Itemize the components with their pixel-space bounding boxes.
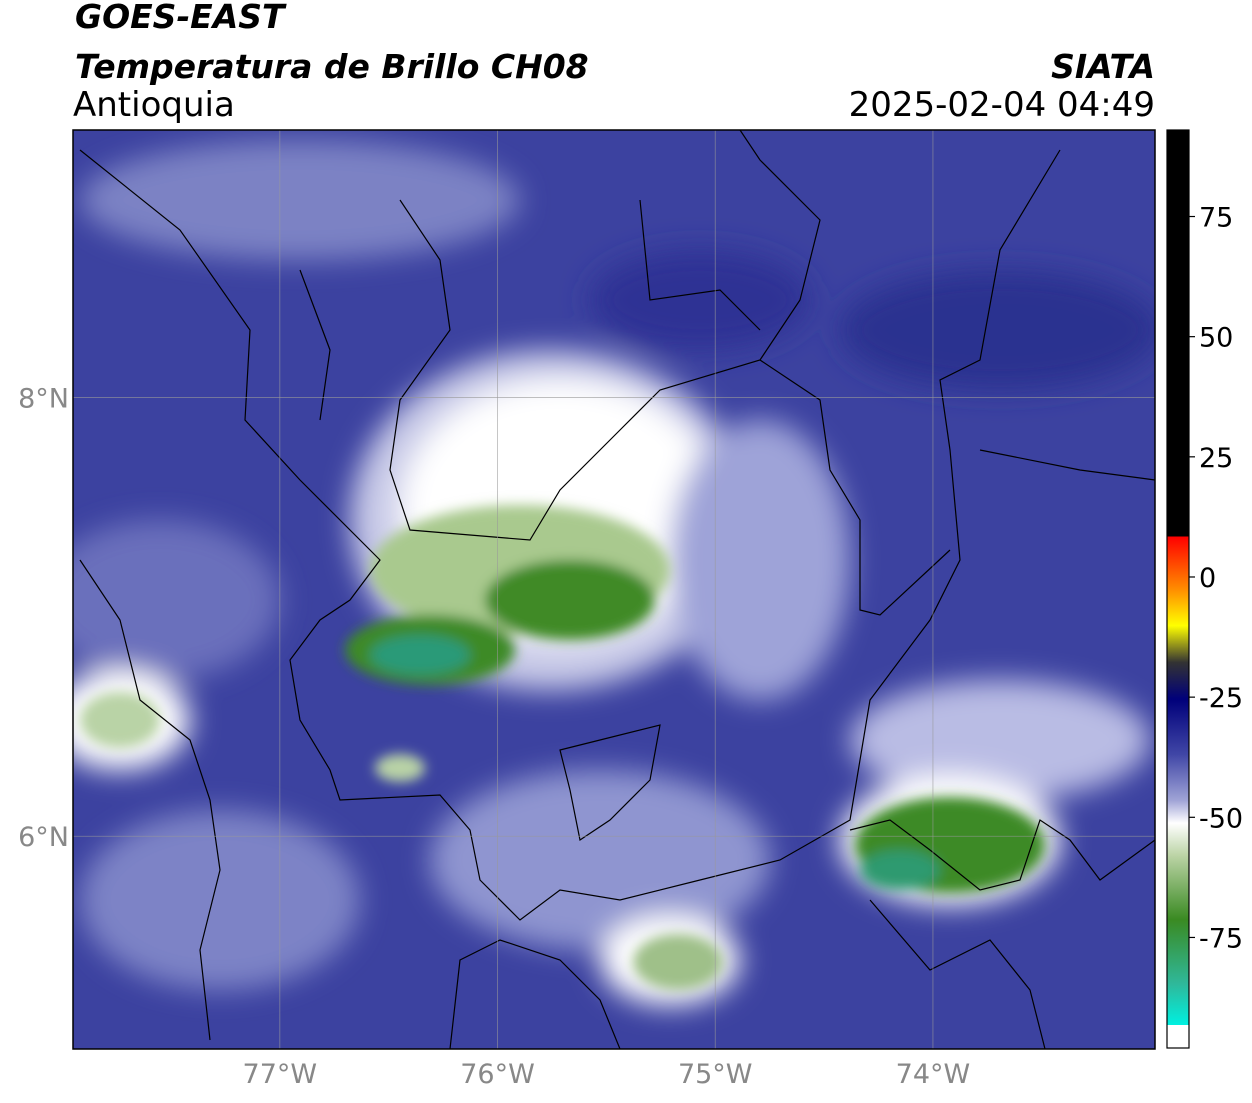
colorbar [1166, 129, 1190, 1049]
colorbar-tick-label: 75 [1199, 203, 1233, 234]
colorbar-tick-label: 0 [1199, 563, 1216, 594]
satellite-image [73, 130, 1155, 1049]
title: GOES-EAST [75, 0, 287, 36]
x-tick-label: 77°W [243, 1059, 318, 1090]
colorbar-tick-label: 25 [1199, 443, 1233, 474]
subtitle: Temperatura de Brillo CH08 [75, 47, 589, 86]
colorbar-tick-label: -75 [1199, 923, 1243, 954]
y-tick-label: 8°N [18, 384, 69, 415]
datetime: 2025-02-04 04:49 [849, 85, 1155, 125]
region: Antioquia [73, 85, 235, 125]
source: SIATA [1051, 47, 1155, 86]
colorbar-tick-label: -50 [1199, 803, 1243, 834]
colorbar-tick-label: 50 [1199, 323, 1233, 354]
grid [73, 130, 1155, 1049]
x-tick-label: 75°W [678, 1059, 753, 1090]
colorbar-tick-label: -25 [1199, 683, 1243, 714]
y-tick-label: 6°N [18, 822, 69, 853]
map-frame [72, 129, 1156, 1050]
x-tick-label: 76°W [460, 1059, 535, 1090]
x-tick-label: 74°W [896, 1059, 971, 1090]
